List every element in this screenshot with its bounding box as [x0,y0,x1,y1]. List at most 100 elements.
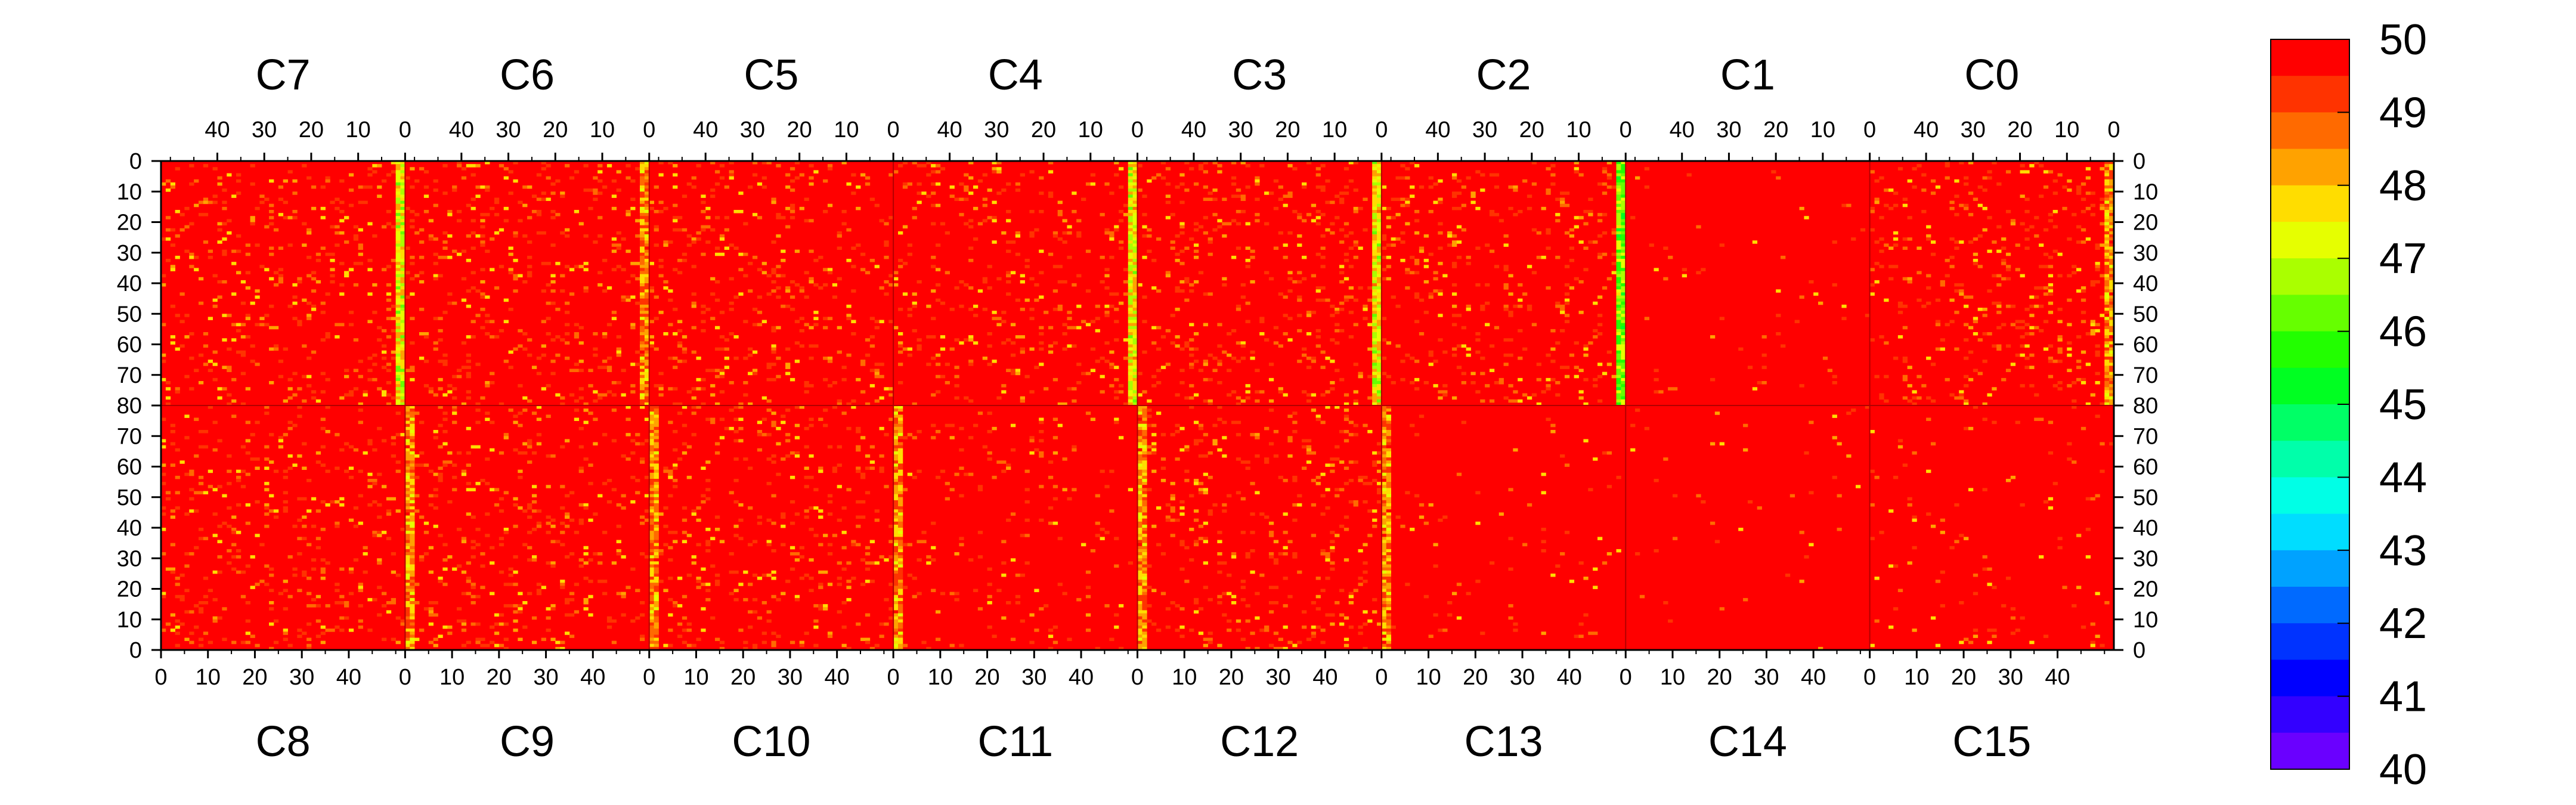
heatmap-cell [1217,360,1222,363]
heatmap-cell [2080,298,2086,302]
heatmap-cell [302,466,307,470]
heatmap-cell [733,405,739,409]
heatmap-cell [1902,377,1908,382]
heatmap-cell [287,595,293,599]
heatmap-cell [423,607,429,611]
heatmap-cell [2109,179,2114,183]
heatmap-cell [466,234,471,238]
heatmap-cell [1569,259,1575,262]
heatmap-cell [907,252,913,256]
heatmap-cell [597,271,603,275]
heatmap-cell [818,466,823,470]
heatmap-cell [2104,225,2110,229]
heatmap-cell [377,185,382,189]
heatmap-cell [475,194,481,198]
heatmap-cell [527,558,532,562]
heatmap-cell [508,308,513,311]
heatmap-cell [292,179,298,183]
heatmap-cell [1621,210,1626,213]
heatmap-cell [2104,259,2110,262]
heatmap-cell [1916,246,1922,250]
heatmap-cell [405,610,410,614]
heatmap-cell [1109,231,1114,235]
heatmap-cell [1968,240,1974,244]
heatmap-cell [1916,298,1922,302]
heatmap-cell [1132,344,1138,348]
heatmap-cell [461,469,467,473]
heatmap-cell [640,170,645,174]
heatmap-cell [400,252,405,256]
heatmap-cell [2109,164,2114,168]
heatmap-cell [940,374,946,379]
heatmap-cell [165,402,171,406]
heatmap-cell [170,543,176,547]
heatmap-cell [1466,176,1471,180]
heatmap-cell [1377,363,1382,366]
heatmap-cell [2109,210,2114,213]
heatmap-cell [344,274,349,278]
heatmap-cell [161,237,166,241]
heatmap-cell [485,482,490,485]
heatmap-cell [1132,338,1138,342]
heatmap-cell [405,369,410,373]
heatmap-cell [1583,344,1589,348]
heatmap-cell [1593,384,1598,388]
heatmap-cell [874,363,880,366]
heatmap-cell [673,357,678,360]
heatmap-cell [1987,393,1992,397]
heatmap-cell [395,304,401,308]
heatmap-cell [184,335,190,339]
heatmap-cell [1710,335,1716,339]
heatmap-cell [2076,289,2082,293]
heatmap-cell [2057,274,2063,278]
heatmap-cell [776,374,781,379]
heatmap-cell [898,332,903,336]
heatmap-cell [203,164,209,168]
heatmap-cell [203,595,209,599]
heatmap-cell [1203,185,1208,189]
heatmap-cell [1498,377,1504,382]
heatmap-cell [2015,326,2020,330]
heatmap-cell [987,188,992,192]
heatmap-cell [395,280,401,284]
heatmap-cell [1193,347,1199,351]
heatmap-cell [245,314,250,317]
heatmap-cell [494,197,500,202]
heatmap-cell [640,381,645,385]
heatmap-cell [1508,384,1513,388]
heatmap-cell [626,457,631,461]
heatmap-cell [2104,332,2110,336]
heatmap-cell [1128,357,1134,360]
heatmap-cell [1395,213,1401,216]
heatmap-cell [292,283,298,287]
heatmap-cell [480,643,485,648]
heatmap-cell [729,381,734,385]
heatmap-cell [405,518,410,522]
heatmap-cell [433,524,438,528]
heatmap-cell [1283,393,1288,397]
heatmap-cell [1410,255,1415,259]
heatmap-cell [410,210,415,213]
heatmap-cell [386,537,392,540]
heatmap-cell [583,420,589,425]
heatmap-cell [1621,371,1626,376]
heatmap-cell [175,167,180,171]
heatmap-cell [2104,265,2110,268]
heatmap-cell [682,259,688,262]
heatmap-cell [1231,176,1237,180]
heatmap-cell [405,564,410,568]
heatmap-cell [1874,197,1880,202]
heatmap-cell [1621,228,1626,232]
heatmap-cell [1072,191,1077,195]
heatmap-cell [771,350,776,354]
heatmap-cell [1292,167,1298,171]
heatmap-cell [410,430,415,434]
heatmap-cell [245,451,250,455]
heatmap-cell [1489,173,1495,177]
heatmap-cell [231,567,237,571]
heatmap-cell [264,466,270,470]
heatmap-cell [2039,243,2044,247]
heatmap-cell [386,509,392,513]
heatmap-cell [771,268,776,271]
heatmap-cell [691,301,696,305]
